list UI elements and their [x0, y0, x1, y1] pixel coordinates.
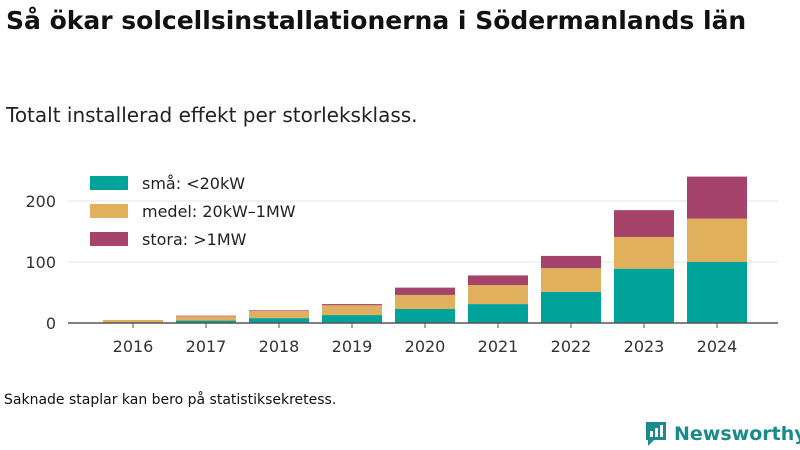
- bar-segment-medel: [249, 310, 309, 319]
- legend-label: medel: 20kW–1MW: [142, 202, 296, 221]
- legend-swatch: [90, 176, 128, 190]
- x-tick-label: 2022: [551, 337, 592, 356]
- bar-segment-sma: [176, 320, 236, 323]
- footnote: Saknade staplar kan bero på statistiksek…: [4, 392, 337, 408]
- bar-segment-stora: [395, 287, 455, 295]
- bar-segment-stora: [322, 304, 382, 306]
- x-tick-label: 2016: [113, 337, 154, 356]
- x-tick-label: 2018: [259, 337, 300, 356]
- brand-logo: Newsworthy: [644, 420, 800, 448]
- legend-label: små: <20kW: [142, 174, 245, 193]
- bar-chart-speech-bubble-icon: [646, 422, 666, 446]
- bar-segment-sma: [468, 304, 528, 323]
- chart-area: 0 100 200 2016 2017 2018 2019 2020 2021 2022 2023 2…: [25, 174, 778, 356]
- y-tick-label: 200: [25, 192, 56, 211]
- x-tick-label: 2023: [624, 337, 665, 356]
- x-tick-label: 2020: [405, 337, 446, 356]
- bar-segment-stora: [468, 275, 528, 286]
- bar-segment-medel: [541, 268, 601, 292]
- bar-segment-medel: [176, 316, 236, 321]
- bar-segment-stora: [176, 315, 236, 317]
- bar-segment-medel: [468, 285, 528, 305]
- bars: [103, 176, 747, 323]
- bar-segment-medel: [614, 236, 674, 269]
- chart-title: Så ökar solcellsinstallationerna i Söder…: [6, 6, 747, 35]
- bar-segment-sma: [541, 291, 601, 323]
- bar-segment-stora: [614, 210, 674, 237]
- bar-segment-medel: [322, 305, 382, 316]
- y-tick-label: 0: [46, 314, 56, 333]
- bar-segment-medel: [395, 294, 455, 309]
- bar-segment-stora: [687, 176, 747, 219]
- x-tick-label: 2017: [186, 337, 227, 356]
- bar-segment-stora: [541, 255, 601, 269]
- x-tick-label: 2024: [697, 337, 738, 356]
- brand-name: Newsworthy: [674, 423, 800, 445]
- bar-segment-sma: [614, 268, 674, 323]
- bar-segment-sma: [249, 318, 309, 323]
- x-tick-label: 2021: [478, 337, 519, 356]
- axes: 0 100 200 2016 2017 2018 2019 2020 2021 2022 2023 2…: [25, 192, 778, 356]
- bar-segment-sma: [395, 308, 455, 323]
- bar-segment-stora: [249, 310, 309, 311]
- legend-swatch: [90, 204, 128, 218]
- legend: små: <20kW medel: 20kW–1MW stora: >1MW: [90, 174, 296, 249]
- bar-segment-sma: [687, 262, 747, 323]
- bar-segment-medel: [687, 218, 747, 262]
- x-tick-label: 2019: [332, 337, 373, 356]
- chart-subtitle: Totalt installerad effekt per storlekskl…: [6, 103, 418, 127]
- y-tick-label: 100: [25, 253, 56, 272]
- bar-segment-sma: [322, 315, 382, 323]
- bar-segment-medel: [103, 319, 163, 323]
- legend-label: stora: >1MW: [142, 230, 247, 249]
- legend-swatch: [90, 232, 128, 246]
